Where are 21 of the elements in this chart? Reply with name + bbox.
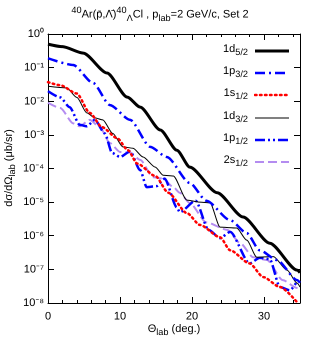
legend-label: 1d$_{5/2}$ — [223, 42, 248, 60]
y-tick-label: 10⁻⁶ — [23, 230, 44, 242]
y-tick-label: 10⁻¹ — [24, 62, 44, 74]
legend-label: 1s$_{1/2}$ — [224, 86, 248, 104]
y-tick-label: 10⁻⁴ — [23, 162, 44, 174]
legend-label: 1p$_{3/2}$ — [223, 64, 248, 82]
y-tick-label: 10⁻³ — [24, 128, 44, 141]
chart-title: $^{40}$Ar(p̄,Λ̄)$^{40}$$_{Λ}$Cl , p$_{lab}$=2 GeV/c, Set 2 — [70, 5, 250, 23]
legend-label: 2s$_{1/2}$ — [224, 152, 248, 170]
legend-label: 1p$_{1/2}$ — [223, 130, 248, 148]
x-axis-title: Θ$_{lab}$ (deg.) — [146, 323, 202, 338]
y-tick-label: 10⁻⁵ — [23, 196, 44, 208]
x-tick-label: 20 — [186, 310, 198, 322]
x-tick-label: 0 — [44, 310, 52, 322]
y-tick-label: 10⁻⁸ — [23, 297, 44, 309]
y-tick-label: 10⁻² — [24, 95, 44, 108]
x-tick-label: 10 — [114, 310, 126, 322]
legend-label: 1d$_{3/2}$ — [223, 108, 248, 126]
x-tick-label: 30 — [258, 310, 270, 322]
y-tick-label: 10⁻⁷ — [24, 263, 44, 276]
y-tick-label: 10⁰ — [28, 27, 44, 40]
